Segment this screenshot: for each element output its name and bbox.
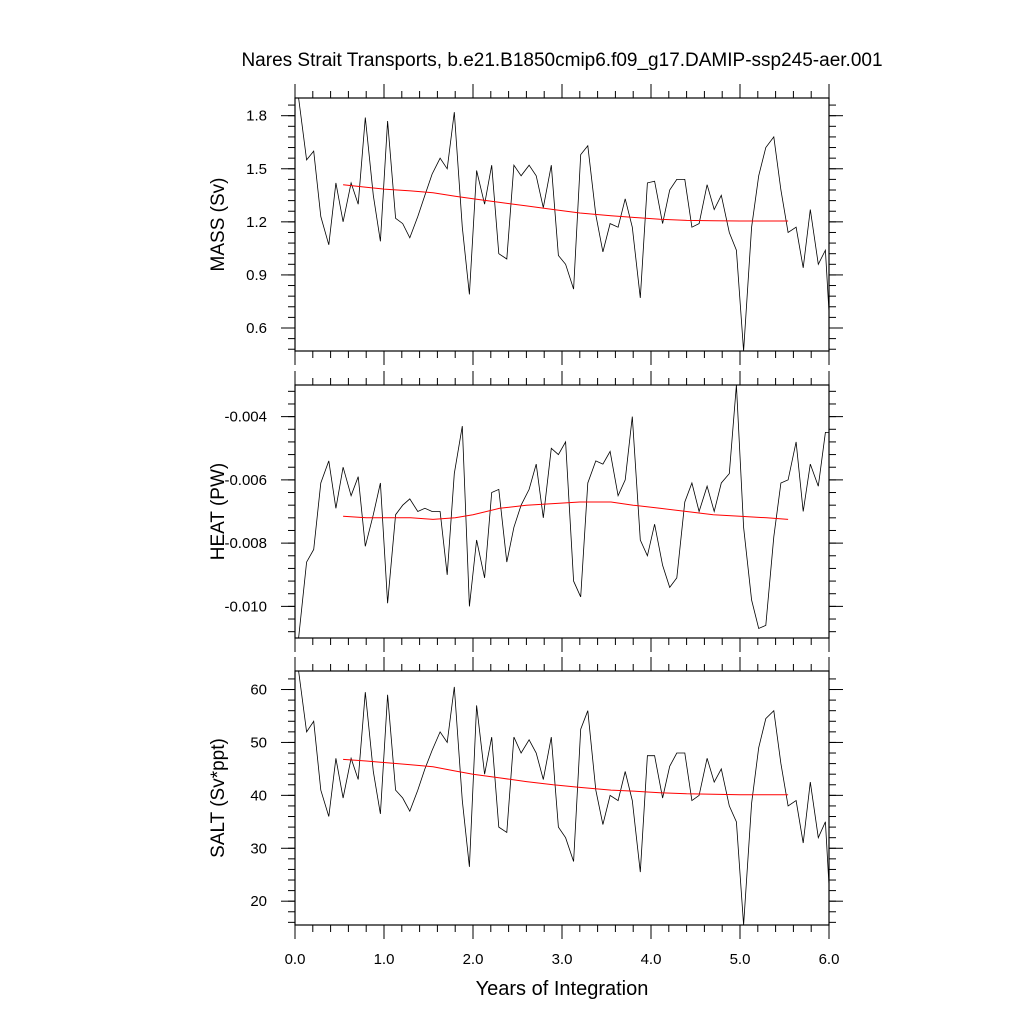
y-tick-label: 0.9 [246,267,267,284]
chart-title: Nares Strait Transports, b.e21.B1850cmip… [241,50,882,71]
y-tick-label: -0.008 [224,535,267,552]
y-tick-label: 1.8 [246,108,267,125]
series-line [298,98,829,351]
x-tick-label: 2.0 [463,951,484,968]
x-tick-label: 1.0 [374,951,395,968]
trend-line [343,758,789,796]
x-tick-label: 0.0 [285,951,306,968]
y-tick-label: -0.004 [224,409,267,426]
y-tick-label: 1.5 [246,161,267,178]
plot-frame [294,97,830,352]
y-axis-label: HEAT (PW) [208,463,229,560]
x-tick-label: 4.0 [641,951,662,968]
x-tick-label: 5.0 [730,951,751,968]
x-tick-label: 3.0 [552,951,573,968]
plot-frame [294,670,830,926]
y-tick-label: 40 [250,787,267,804]
y-axis-label: MASS (Sv) [208,178,229,272]
y-tick-label: 1.2 [246,214,267,231]
plot-frame [294,384,830,639]
y-tick-label: 0.6 [246,320,267,337]
y-axis-label: SALT (Sv*ppt) [208,738,229,858]
trend-line [343,501,789,520]
y-tick-label: 60 [250,682,267,699]
y-tick-label: 50 [250,734,267,751]
x-axis-label: Years of Integration [476,978,649,1000]
series-line [298,671,829,925]
panel-2: -0.010 -0.008 -0.006 -0.004 HEAT (PW) [208,371,843,652]
y-tick-label: -0.006 [224,472,267,489]
x-tick-label: 6.0 [819,951,840,968]
series-line [298,385,829,638]
panel-1: 0.6 0.9 1.2 1.5 1.8 MASS (Sv) [208,84,843,365]
trend-line [343,184,789,222]
y-tick-label: -0.010 [224,598,267,615]
y-tick-label: 20 [250,893,267,910]
panel-3: 20 30 40 50 60 SALT (Sv*ppt) 0.0 1.0 2.0 3.0 4.0 5.… [208,657,843,968]
y-tick-label: 30 [250,840,267,857]
